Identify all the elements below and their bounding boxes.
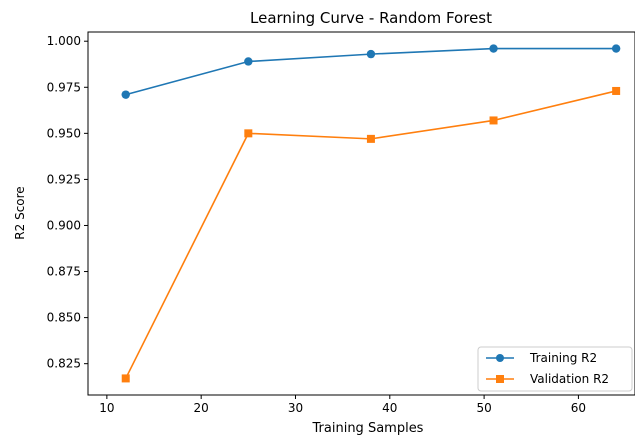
data-point-training-r2 — [611, 44, 621, 53]
x-tick-label: 20 — [194, 401, 209, 415]
data-point-validation-r2 — [121, 374, 130, 383]
y-axis-label: R2 Score — [13, 186, 27, 239]
legend-marker-training — [496, 354, 504, 362]
x-tick-label: 30 — [288, 401, 303, 415]
data-point-validation-r2 — [366, 134, 375, 143]
data-point-training-r2 — [244, 57, 253, 66]
y-tick-label: 0.825 — [47, 357, 81, 371]
y-tick-label: 0.900 — [47, 218, 81, 232]
y-tick-label: 0.975 — [47, 80, 81, 94]
legend: Training R2 Validation R2 — [477, 346, 633, 392]
data-point-validation-r2 — [244, 129, 253, 138]
plot-frame — [87, 31, 635, 396]
x-tick-label: 50 — [476, 401, 491, 415]
legend-label-validation: Validation R2 — [530, 372, 609, 386]
legend-label-training: Training R2 — [529, 351, 597, 365]
x-axis-ticks: 10 20 30 40 50 60 — [99, 395, 586, 415]
data-point-validation-r2 — [612, 86, 621, 95]
y-tick-label: 1.000 — [47, 34, 81, 48]
x-tick-label: 60 — [571, 401, 586, 415]
chart-title: Learning Curve - Random Forest — [250, 9, 492, 27]
series-line-validation-r2 — [125, 90, 617, 379]
y-tick-label: 0.925 — [47, 172, 81, 186]
legend-marker-validation — [496, 375, 504, 383]
y-tick-label: 0.875 — [47, 265, 81, 279]
series-layer — [121, 44, 621, 383]
data-point-training-r2 — [489, 44, 498, 53]
y-tick-label: 0.850 — [47, 311, 81, 325]
x-tick-label: 40 — [382, 401, 397, 415]
legend-box — [477, 346, 633, 392]
data-point-validation-r2 — [489, 116, 498, 125]
data-point-training-r2 — [121, 90, 130, 99]
x-tick-label: 10 — [99, 401, 114, 415]
data-point-training-r2 — [366, 49, 376, 59]
x-axis-label: Training Samples — [312, 421, 424, 435]
plot-area — [87, 31, 635, 396]
y-axis-ticks: 0.825 0.850 0.875 0.900 0.925 0.950 0.975 1.000 — [47, 34, 88, 371]
y-tick-label: 0.950 — [47, 126, 81, 140]
